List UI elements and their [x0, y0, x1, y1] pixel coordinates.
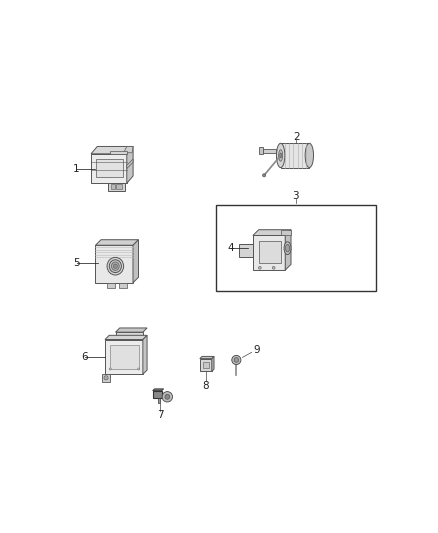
- Circle shape: [138, 368, 140, 370]
- Polygon shape: [263, 149, 276, 153]
- Polygon shape: [95, 245, 133, 282]
- Polygon shape: [285, 230, 291, 270]
- Ellipse shape: [107, 257, 124, 275]
- Text: 7: 7: [157, 410, 163, 420]
- Polygon shape: [153, 391, 162, 398]
- Circle shape: [232, 356, 241, 365]
- Circle shape: [165, 394, 170, 399]
- Ellipse shape: [276, 143, 285, 167]
- Circle shape: [162, 392, 173, 402]
- Text: 9: 9: [254, 345, 260, 355]
- Polygon shape: [153, 389, 164, 391]
- Polygon shape: [106, 282, 115, 288]
- Polygon shape: [105, 335, 147, 340]
- Polygon shape: [116, 328, 147, 332]
- Polygon shape: [127, 159, 133, 168]
- Polygon shape: [108, 183, 125, 191]
- Circle shape: [272, 266, 275, 269]
- Text: 2: 2: [293, 132, 300, 142]
- Circle shape: [109, 368, 111, 370]
- Polygon shape: [258, 147, 263, 155]
- Text: 3: 3: [293, 191, 299, 201]
- Polygon shape: [158, 398, 160, 403]
- Polygon shape: [111, 184, 115, 189]
- Polygon shape: [110, 345, 139, 369]
- Ellipse shape: [112, 262, 119, 270]
- Polygon shape: [96, 159, 123, 177]
- Ellipse shape: [286, 244, 290, 252]
- Polygon shape: [127, 147, 133, 183]
- Polygon shape: [105, 340, 143, 374]
- Polygon shape: [119, 282, 127, 288]
- Circle shape: [262, 174, 266, 177]
- Bar: [216, 205, 375, 291]
- Polygon shape: [102, 374, 110, 382]
- Polygon shape: [143, 335, 147, 374]
- Ellipse shape: [113, 264, 117, 269]
- Polygon shape: [200, 359, 212, 372]
- Circle shape: [234, 358, 239, 362]
- Ellipse shape: [280, 153, 282, 158]
- Text: 1: 1: [73, 164, 80, 174]
- Ellipse shape: [279, 150, 283, 161]
- Polygon shape: [116, 184, 122, 189]
- Polygon shape: [253, 230, 291, 236]
- Polygon shape: [239, 244, 253, 257]
- Polygon shape: [281, 143, 309, 167]
- Polygon shape: [95, 240, 138, 245]
- Ellipse shape: [284, 242, 291, 255]
- Text: 6: 6: [81, 352, 88, 362]
- Text: 8: 8: [202, 381, 209, 391]
- Ellipse shape: [305, 143, 314, 167]
- Polygon shape: [259, 241, 281, 263]
- Polygon shape: [212, 357, 214, 372]
- Text: 5: 5: [74, 258, 80, 268]
- Circle shape: [104, 376, 108, 380]
- Polygon shape: [203, 362, 209, 368]
- Polygon shape: [91, 147, 133, 154]
- Polygon shape: [281, 230, 291, 236]
- Polygon shape: [116, 332, 143, 341]
- Polygon shape: [91, 154, 127, 183]
- Circle shape: [258, 266, 261, 269]
- Polygon shape: [253, 236, 285, 270]
- Ellipse shape: [109, 260, 121, 272]
- Polygon shape: [124, 147, 133, 153]
- Polygon shape: [110, 151, 127, 154]
- Polygon shape: [133, 240, 138, 282]
- Text: 4: 4: [228, 243, 234, 253]
- Polygon shape: [200, 357, 214, 359]
